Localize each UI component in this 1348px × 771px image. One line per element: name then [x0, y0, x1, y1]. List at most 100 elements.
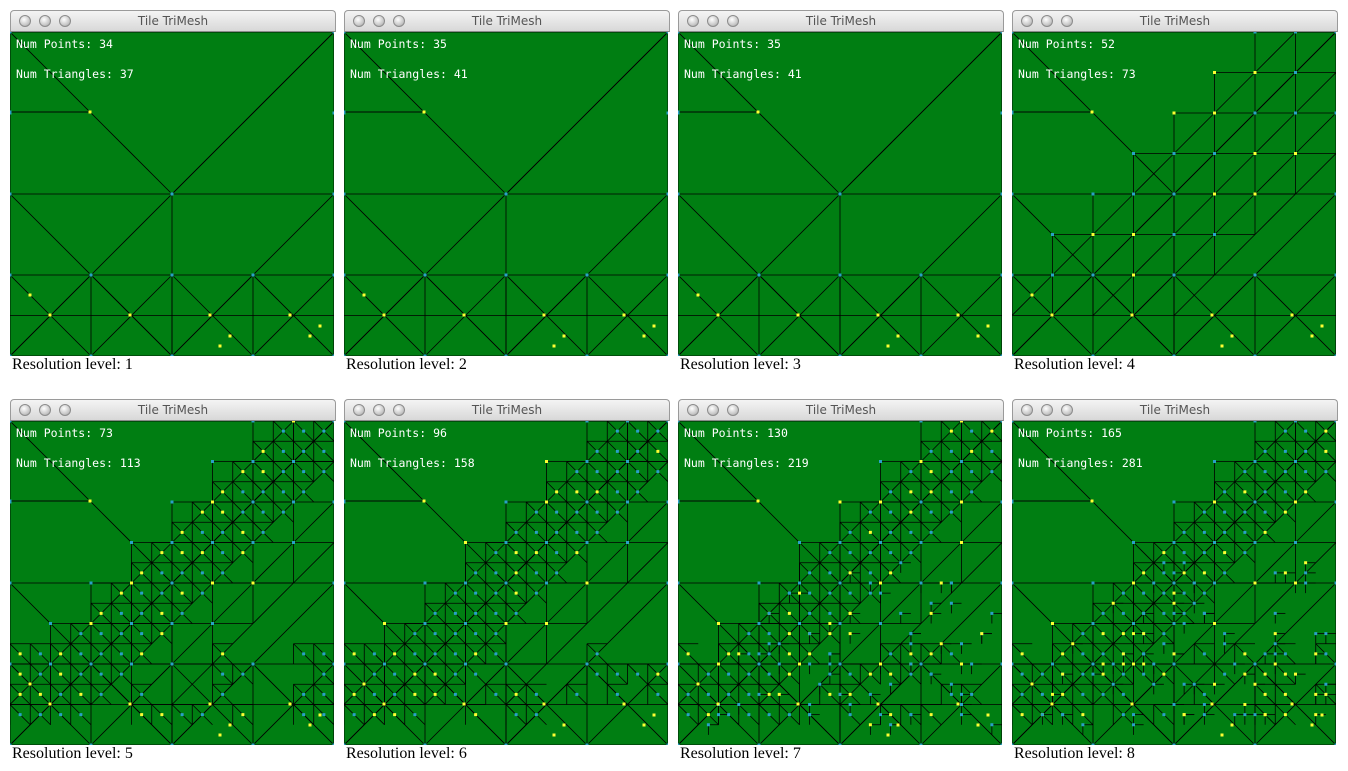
- zoom-window-button[interactable]: [59, 15, 71, 27]
- minimize-window-button[interactable]: [39, 15, 51, 27]
- mesh-vertex: [352, 713, 356, 717]
- mesh-vertex: [1304, 571, 1308, 575]
- mesh-vertex: [960, 460, 963, 463]
- window-titlebar[interactable]: Tile TriMesh: [1012, 399, 1338, 421]
- mesh-vertex: [976, 334, 980, 338]
- mesh-vertex: [344, 500, 346, 504]
- mesh-vertex: [170, 622, 174, 625]
- mesh-vertex: [1091, 581, 1095, 585]
- num-triangles-value: 41: [453, 67, 468, 81]
- mesh-vertex: [787, 713, 791, 717]
- close-window-button[interactable]: [687, 404, 699, 416]
- window-titlebar[interactable]: Tile TriMesh: [10, 399, 336, 421]
- close-window-button[interactable]: [19, 15, 31, 27]
- mesh-vertex: [919, 460, 923, 463]
- close-window-button[interactable]: [353, 404, 365, 416]
- mesh-vertex: [622, 313, 626, 317]
- mesh-vertex: [140, 632, 144, 636]
- window-titlebar[interactable]: Tile TriMesh: [678, 399, 1004, 421]
- mesh-vertex: [717, 662, 720, 666]
- mesh-vertex: [848, 571, 852, 575]
- minimize-window-button[interactable]: [373, 15, 385, 27]
- mesh-vertex: [514, 571, 518, 575]
- window-titlebar[interactable]: Tile TriMesh: [344, 10, 670, 32]
- mesh-vertex: [89, 273, 93, 277]
- zoom-window-button[interactable]: [393, 404, 405, 416]
- mesh-vertex: [899, 561, 903, 565]
- mesh-vertex: [1012, 421, 1014, 423]
- mesh-vertex: [433, 692, 437, 696]
- mesh-vertex: [585, 354, 589, 356]
- mesh-vertex: [372, 692, 376, 696]
- mesh-vertex: [1182, 682, 1186, 686]
- zoom-window-button[interactable]: [393, 15, 405, 27]
- trimesh-panel-level-6: Tile TriMesh Num Points: 96 Num Triangle…: [344, 399, 670, 769]
- resolution-level-value: 7: [792, 745, 801, 762]
- mesh-vertex: [504, 354, 508, 356]
- mesh-vertex: [1030, 293, 1034, 297]
- mesh-vertex: [453, 652, 457, 656]
- mesh-vertex: [1142, 652, 1146, 656]
- zoom-window-button[interactable]: [59, 404, 71, 416]
- mesh-vertex: [1182, 571, 1186, 575]
- mesh-vertex: [678, 32, 680, 34]
- mesh-vertex: [706, 713, 710, 717]
- mesh-vertex: [1233, 713, 1237, 717]
- mesh-vertex: [1243, 490, 1247, 494]
- num-points-value: 52: [1101, 37, 1115, 51]
- zoom-window-button[interactable]: [1061, 404, 1073, 416]
- mesh-vertex: [1294, 421, 1297, 423]
- trimesh-window: Tile TriMesh Num Points: 35 Num Triangle…: [678, 10, 1004, 356]
- minimize-window-button[interactable]: [707, 404, 719, 416]
- zoom-window-button[interactable]: [727, 15, 739, 27]
- close-window-button[interactable]: [1021, 15, 1033, 27]
- mesh-vertex: [211, 500, 214, 504]
- window-titlebar[interactable]: Tile TriMesh: [1012, 10, 1338, 32]
- mesh-vertex: [28, 293, 32, 297]
- window-titlebar[interactable]: Tile TriMesh: [678, 10, 1004, 32]
- window-titlebar[interactable]: Tile TriMesh: [344, 399, 670, 421]
- mesh-vertex: [1324, 682, 1328, 686]
- mesh-vertex: [636, 490, 640, 494]
- minimize-window-button[interactable]: [1041, 404, 1053, 416]
- mesh-vertex: [221, 551, 225, 555]
- close-window-button[interactable]: [353, 15, 365, 27]
- close-window-button[interactable]: [1021, 404, 1033, 416]
- zoom-window-button[interactable]: [1061, 15, 1073, 27]
- mesh-vertex: [362, 682, 366, 686]
- mesh-vertex: [929, 672, 933, 676]
- mesh-vertex: [1283, 510, 1287, 514]
- mesh-vertex: [595, 652, 599, 656]
- mesh-vertex: [10, 743, 12, 745]
- window-titlebar[interactable]: Tile TriMesh: [10, 10, 336, 32]
- close-window-button[interactable]: [687, 15, 699, 27]
- minimize-window-button[interactable]: [707, 15, 719, 27]
- mesh-vertex: [1294, 71, 1297, 74]
- mesh-vertex: [615, 692, 619, 696]
- num-points-text: Num Points: 130: [684, 426, 788, 440]
- mesh-vertex: [1263, 652, 1267, 656]
- minimize-window-button[interactable]: [1041, 15, 1053, 27]
- triangle-mesh: [10, 32, 334, 356]
- zoom-window-button[interactable]: [727, 404, 739, 416]
- mesh-vertex: [1253, 273, 1257, 277]
- close-window-button[interactable]: [19, 404, 31, 416]
- mesh-vertex: [1101, 652, 1105, 656]
- mesh-vertex: [876, 313, 880, 317]
- mesh-vertex: [1000, 662, 1002, 666]
- mesh-vertex: [1020, 713, 1024, 717]
- mesh-vertex: [534, 713, 538, 717]
- mesh-vertex: [1334, 421, 1336, 423]
- mesh-vertex: [929, 530, 933, 534]
- mesh-vertex: [1263, 713, 1267, 717]
- mesh-vertex: [1081, 723, 1085, 727]
- mesh-vertex: [1012, 32, 1014, 34]
- minimize-window-button[interactable]: [39, 404, 51, 416]
- mesh-vertex: [1162, 611, 1166, 615]
- mesh-vertex: [1172, 192, 1176, 196]
- mesh-vertex: [453, 672, 457, 676]
- mesh-vertex: [1253, 354, 1257, 356]
- mesh-vertex: [555, 571, 559, 575]
- minimize-window-button[interactable]: [373, 404, 385, 416]
- num-triangles-value: 158: [453, 456, 475, 470]
